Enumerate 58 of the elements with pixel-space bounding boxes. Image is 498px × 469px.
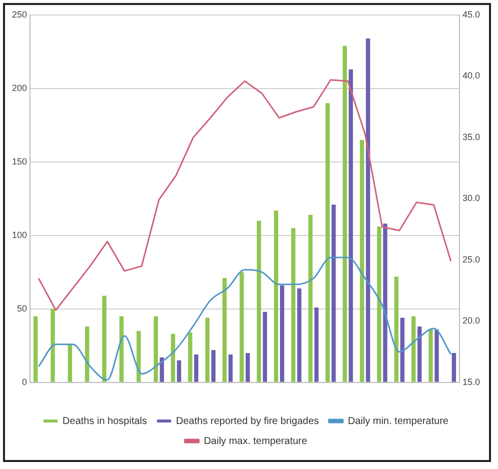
y2-tick-label: 45.0 [462, 9, 480, 20]
bar [262, 312, 268, 382]
y-tick-label: 200 [12, 82, 28, 93]
y2-tick-label: 30.0 [462, 193, 480, 204]
y-tick-label: 50 [17, 303, 28, 314]
bar [411, 316, 416, 382]
bar [50, 308, 55, 382]
bar [102, 296, 106, 382]
bar [246, 353, 250, 382]
bar [348, 69, 353, 382]
legend-label: Deaths reported by fire brigades [176, 416, 319, 427]
bar [434, 329, 439, 382]
bar [228, 354, 233, 382]
bar [326, 103, 330, 382]
bar [170, 334, 176, 382]
bar [68, 344, 72, 382]
y-tick-label: 150 [12, 156, 28, 166]
bar [428, 329, 433, 382]
bar [314, 307, 319, 382]
bar [136, 330, 141, 382]
bar [297, 288, 302, 382]
bar [33, 316, 38, 382]
bar [194, 354, 198, 382]
bar [256, 220, 262, 382]
legend-label: Deaths in hospitals [62, 416, 148, 427]
bar [154, 316, 158, 382]
y-tick-label: 0 [22, 376, 28, 387]
bar [377, 226, 382, 382]
bar [188, 332, 192, 382]
bar [240, 272, 244, 382]
bar [383, 224, 388, 382]
bar [417, 326, 422, 382]
bar [452, 353, 456, 382]
bar [342, 46, 347, 382]
bar [366, 38, 370, 382]
y2-tick-label: 15.0 [462, 376, 480, 387]
bar [308, 214, 313, 382]
bar [274, 210, 278, 382]
bar [205, 318, 210, 382]
y2-tick-label: 35.0 [462, 132, 480, 142]
y2-tick-label: 40.0 [462, 70, 480, 81]
bar [332, 204, 336, 382]
bar [360, 140, 364, 382]
y-tick-label: 250 [12, 9, 28, 20]
bar [400, 318, 404, 382]
bar [394, 276, 398, 382]
legend-label: Daily max. temperature [204, 436, 308, 447]
y2-tick-label: 20.0 [462, 316, 480, 326]
bar [222, 278, 227, 382]
y-tick-label: 100 [12, 230, 28, 240]
line-series [38, 256, 452, 381]
bar [280, 285, 284, 382]
y2-tick-label: 25.0 [462, 254, 480, 264]
bar [176, 360, 182, 382]
bar [85, 326, 90, 382]
legend-label: Daily min. temperature [348, 416, 449, 427]
bar [291, 228, 296, 382]
bar [211, 350, 216, 382]
